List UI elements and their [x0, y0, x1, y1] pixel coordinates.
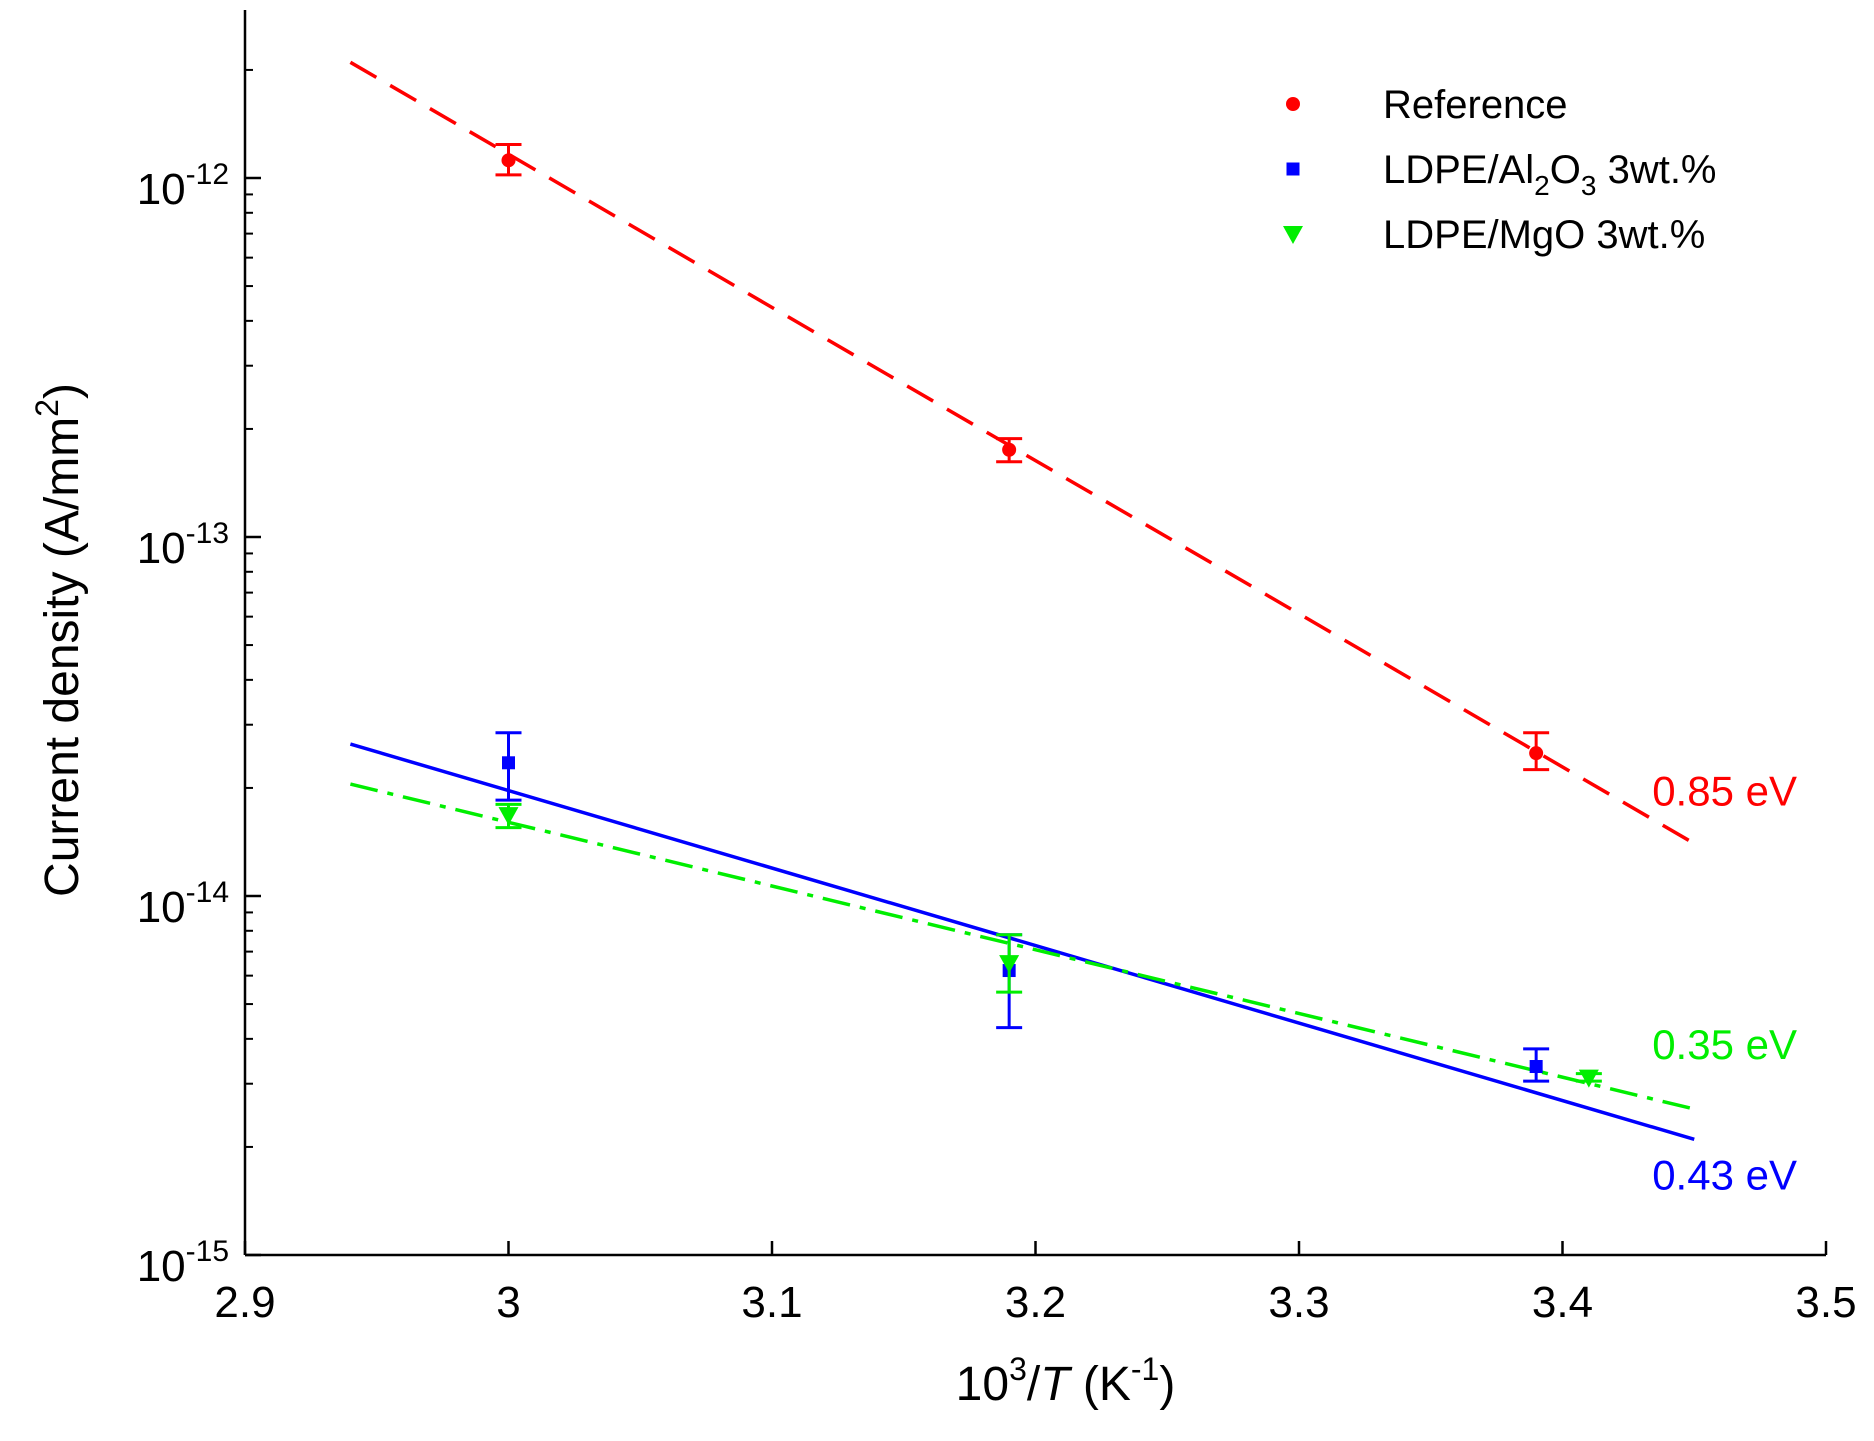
data-point-2-0: [498, 807, 519, 826]
legend-label-1: LDPE/Al2O3 3wt.%: [1383, 148, 1717, 201]
activation-label-2: 0.35 eV: [1652, 1021, 1797, 1068]
fit-line-0: [349, 60, 1696, 846]
legend-marker-1: [1286, 162, 1300, 176]
activation-label-1: 0.43 eV: [1652, 1151, 1797, 1198]
legend-marker-0: [1286, 97, 1300, 111]
y-tick-label-1: 10-14: [137, 876, 229, 932]
plot-area: 0.85 eV 0.43 eV 0.35 eV: [349, 60, 1797, 1198]
fit-line-2: [349, 782, 1695, 1111]
x-axis-label: 103/T (K-1): [956, 1351, 1176, 1411]
x-tick-label-0: 2.9: [214, 1278, 275, 1327]
fit-line-1: [349, 742, 1695, 1142]
legend-label-0: Reference: [1383, 83, 1568, 127]
x-tick-label-1: 3: [496, 1278, 520, 1327]
data-point-0-2: [1529, 746, 1544, 761]
activation-label-0: 0.85 eV: [1652, 768, 1797, 815]
axes: 2.9 3 3.1 3.2 3.3 3.4 3.5 10-15 10-14 10-13 10-12 1…: [29, 10, 1857, 1411]
data-point-0-0: [501, 153, 516, 168]
x-tick-label-5: 3.4: [1532, 1278, 1593, 1327]
data-point-1-2: [1529, 1060, 1543, 1074]
legend-label-2: LDPE/MgO 3wt.%: [1383, 213, 1705, 257]
x-tick-label-4: 3.3: [1268, 1278, 1329, 1327]
data-point-2-2: [1578, 1069, 1599, 1088]
x-tick-label-6: 3.5: [1795, 1278, 1856, 1327]
legend-marker-2: [1283, 226, 1303, 244]
legend: Reference LDPE/Al2O3 3wt.% LDPE/MgO 3wt.%: [1283, 83, 1717, 257]
x-tick-label-3: 3.2: [1005, 1278, 1066, 1327]
x-tick-label-2: 3.1: [741, 1278, 802, 1327]
y-tick-label-2: 10-13: [137, 517, 229, 573]
y-axis-label: Current density (A/mm2): [29, 383, 89, 897]
data-point-2-1: [999, 955, 1020, 974]
y-tick-label-0: 10-15: [137, 1235, 229, 1291]
y-tick-label-3: 10-12: [137, 158, 229, 214]
data-point-0-1: [1002, 442, 1017, 457]
data-point-1-0: [502, 756, 515, 770]
